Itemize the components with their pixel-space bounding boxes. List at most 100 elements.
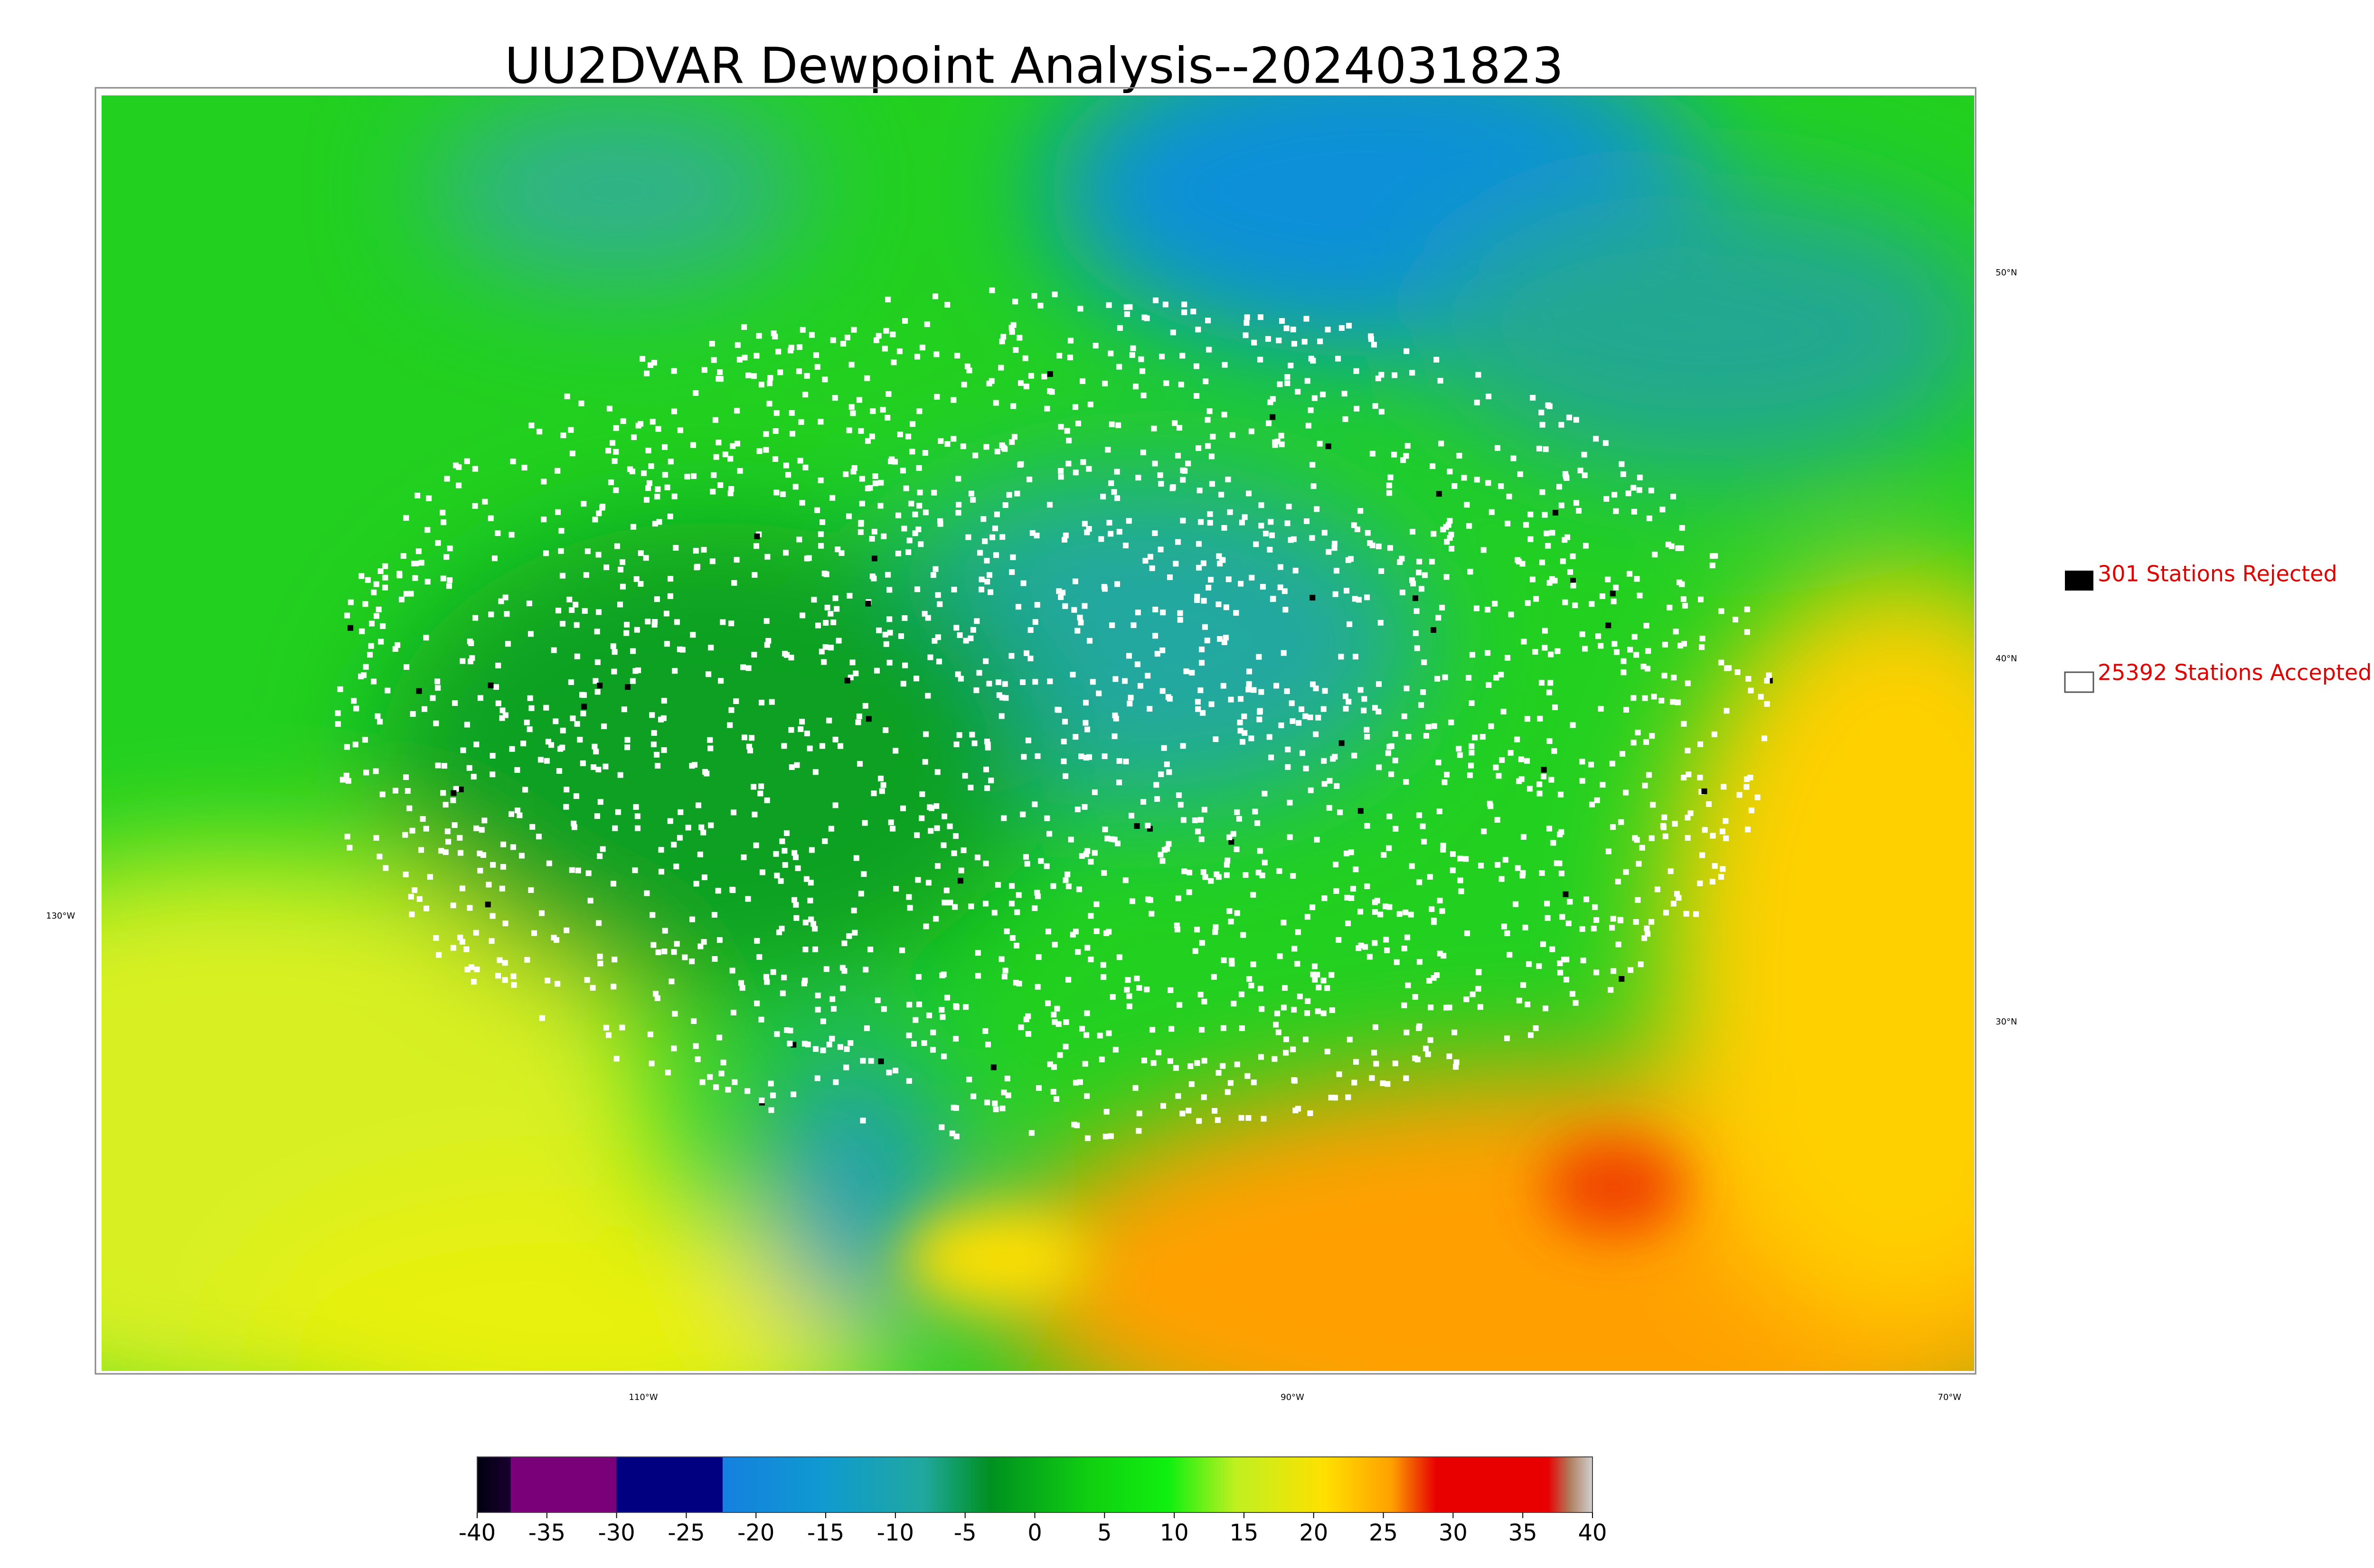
- station-dot: [1467, 569, 1473, 575]
- station-dot: [1016, 892, 1022, 898]
- station-dot: [1709, 563, 1715, 569]
- station-dot: [754, 353, 760, 359]
- station-dot: [373, 835, 379, 841]
- station-dot: [711, 912, 717, 918]
- station-dot: [623, 630, 630, 636]
- station-dot: [1159, 353, 1165, 359]
- station-dot: [1291, 1077, 1297, 1083]
- station-dot: [877, 503, 884, 509]
- station-dot: [1558, 502, 1564, 508]
- station-dot: [1212, 1108, 1218, 1114]
- station-dot: [1124, 311, 1130, 317]
- station-dot: [1649, 919, 1655, 925]
- station-dot: [575, 867, 581, 873]
- station-dot: [1403, 1075, 1409, 1081]
- station-dot: [956, 502, 962, 508]
- station-dot: [403, 515, 409, 521]
- station-dot: [1572, 602, 1578, 609]
- station-dot: [1186, 1108, 1192, 1114]
- station-dot: [1126, 653, 1132, 659]
- station-dot: [1474, 477, 1480, 483]
- station-dot: [1383, 937, 1389, 943]
- station-dot: [789, 431, 795, 437]
- station-dot: [1128, 695, 1134, 701]
- station-dot: [984, 579, 990, 585]
- station-dot: [789, 764, 795, 770]
- station-dot: [1005, 1092, 1011, 1099]
- station-dot: [375, 713, 381, 719]
- station-dot: [399, 596, 405, 602]
- station-dot: [1179, 353, 1186, 359]
- station-dot: [1630, 485, 1637, 491]
- station-dot: [693, 881, 699, 887]
- station-dot: [970, 627, 976, 633]
- station-dot: [1008, 325, 1015, 331]
- station-dot: [906, 537, 913, 544]
- station-dot: [942, 900, 948, 906]
- station-dot: [1338, 654, 1344, 660]
- station-dot: [1065, 460, 1072, 467]
- station-dot: [1072, 404, 1078, 410]
- station-dot: [1257, 314, 1263, 320]
- station-dot: [1522, 924, 1528, 930]
- station-dot: [593, 678, 599, 684]
- station-dot: [1182, 468, 1188, 474]
- station-dot: [1685, 835, 1691, 841]
- station-dot: [983, 766, 989, 772]
- station-dot: [949, 1130, 955, 1136]
- station-dot: [1099, 1056, 1105, 1062]
- station-dot: [1582, 646, 1588, 652]
- station-dot: [1498, 876, 1505, 882]
- station-dot: [1243, 332, 1249, 338]
- station-dot: [1643, 623, 1649, 629]
- station-dot: [756, 954, 763, 960]
- station-dot: [1237, 719, 1243, 725]
- station-dot: [1136, 1110, 1142, 1117]
- station-dot: [1053, 1096, 1059, 1102]
- station-dot: [1208, 453, 1215, 460]
- station-dot: [784, 1027, 790, 1033]
- station-dot: [902, 318, 908, 324]
- map-frame: [94, 87, 1977, 1375]
- station-dot: [1623, 869, 1629, 875]
- station-dot: [1391, 451, 1397, 458]
- station-dot: [1745, 676, 1752, 682]
- station-dot: [1277, 584, 1283, 591]
- station-dot: [1619, 461, 1625, 467]
- station-dot: [975, 973, 981, 979]
- station-dot: [1562, 537, 1568, 543]
- station-dot: [667, 513, 673, 519]
- station-dot: [1046, 502, 1053, 508]
- station-dot: [1225, 857, 1231, 864]
- station-dot: [404, 664, 410, 670]
- station-dot: [1018, 461, 1024, 467]
- station-dot: [936, 658, 942, 665]
- legend-accepted: 25392 Stations Accepted: [2098, 660, 2372, 685]
- station-dot: [1579, 759, 1585, 765]
- station-dot: [919, 345, 925, 351]
- station-dot: [697, 943, 704, 949]
- station-dot: [1566, 414, 1572, 421]
- station-dot: [1202, 874, 1208, 880]
- station-dot: [1252, 808, 1258, 815]
- station-dot: [1002, 681, 1008, 687]
- station-dot: [1635, 897, 1641, 903]
- station-dot: [773, 851, 779, 857]
- station-dot: [803, 876, 810, 882]
- station-dot: [1221, 639, 1227, 645]
- station-dot: [850, 410, 856, 416]
- station-dot: [447, 577, 453, 583]
- station-dot: [1141, 1057, 1148, 1063]
- station-dot: [652, 619, 658, 625]
- station-dot: [1103, 1108, 1110, 1115]
- station-dot: [382, 563, 388, 569]
- station-dot: [1642, 782, 1648, 789]
- station-dot: [1168, 1026, 1175, 1032]
- station-dot: [1347, 1036, 1353, 1042]
- station-dot: [1675, 699, 1681, 705]
- station-dot: [1008, 653, 1015, 659]
- station-dot: [595, 767, 602, 773]
- station-dot: [1052, 1019, 1058, 1025]
- station-dot: [866, 716, 872, 722]
- station-dot: [1625, 490, 1631, 497]
